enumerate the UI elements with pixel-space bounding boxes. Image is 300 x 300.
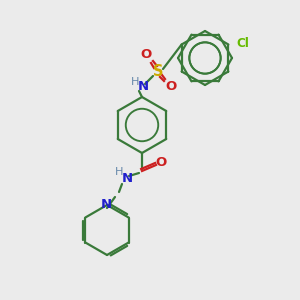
Text: H: H <box>115 167 123 177</box>
Text: O: O <box>140 49 152 62</box>
Text: H: H <box>131 77 139 87</box>
Text: N: N <box>137 80 148 94</box>
Text: S: S <box>153 64 163 80</box>
Text: Cl: Cl <box>236 37 249 50</box>
Text: O: O <box>155 157 167 169</box>
Text: O: O <box>165 80 177 94</box>
Text: N: N <box>122 172 133 184</box>
Text: N: N <box>100 197 112 211</box>
